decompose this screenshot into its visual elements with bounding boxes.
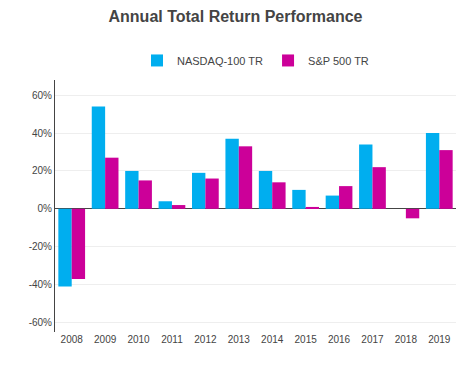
svg-text:-40%: -40%	[29, 279, 52, 290]
svg-text:2013: 2013	[228, 334, 251, 345]
svg-text:40%: 40%	[32, 128, 52, 139]
svg-text:2014: 2014	[261, 334, 284, 345]
svg-text:2011: 2011	[161, 334, 183, 345]
svg-text:Annual Total Return Performanc: Annual Total Return Performance	[109, 8, 363, 25]
svg-text:2009: 2009	[94, 334, 117, 345]
svg-text:0%: 0%	[38, 203, 53, 214]
svg-text:S&P 500 TR: S&P 500 TR	[308, 55, 369, 67]
svg-text:2017: 2017	[361, 334, 384, 345]
svg-text:-20%: -20%	[29, 241, 52, 252]
svg-text:2019: 2019	[428, 334, 451, 345]
svg-text:2015: 2015	[295, 334, 318, 345]
svg-text:-60%: -60%	[29, 317, 52, 328]
svg-text:2008: 2008	[61, 334, 84, 345]
svg-text:2012: 2012	[194, 334, 217, 345]
svg-text:60%: 60%	[32, 90, 52, 101]
svg-text:20%: 20%	[32, 165, 52, 176]
svg-text:2018: 2018	[395, 334, 418, 345]
svg-text:NASDAQ-100 TR: NASDAQ-100 TR	[177, 55, 263, 67]
svg-text:2016: 2016	[328, 334, 351, 345]
svg-text:2010: 2010	[127, 334, 150, 345]
